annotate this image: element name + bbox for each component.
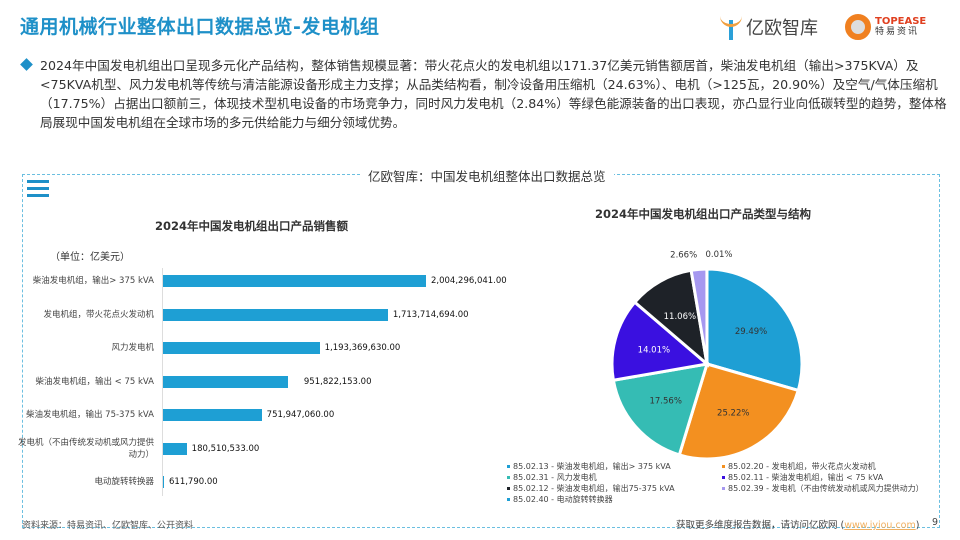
bar xyxy=(163,409,262,421)
bar-value-label: 951,822,153.00 xyxy=(303,376,372,387)
pie-slice xyxy=(611,362,710,457)
bar-value-label: 1,713,714,694.00 xyxy=(392,309,469,320)
iyiou-logo-text: 亿欧智库 xyxy=(746,18,818,39)
legend-item: 85.02.11 - 柴油发电机组，输出 < 75 kVA xyxy=(722,472,883,483)
more-info-text: 获取更多维度报告数据，请访问亿欧网 ( xyxy=(676,520,845,531)
bar xyxy=(163,476,164,488)
legend-label: 85.02.20 - 发电机组，带火花点火发动机 xyxy=(728,462,876,471)
bar-category-label: 发电机（不由传统发动机或风力提供动力） xyxy=(17,437,154,460)
page-number: 9 xyxy=(932,517,939,528)
bar-category-label: 发电机组，带火花点火发动机 xyxy=(43,309,154,320)
bar xyxy=(163,375,288,388)
pie-slice-label: 29.49% xyxy=(735,327,767,337)
pie-slice-label: 17.56% xyxy=(649,396,681,406)
pie-slice-label: 25.22% xyxy=(717,408,749,418)
bar xyxy=(163,275,426,287)
legend-item: 85.02.31 - 风力发电机 xyxy=(507,472,597,483)
legend-swatch xyxy=(507,476,510,479)
bar xyxy=(163,442,187,455)
topease-logo-en: TOPEASE xyxy=(875,16,927,27)
bar-category-label: 柴油发电机组，输出> 375 kVA xyxy=(32,276,154,286)
bar-category-label: 柴油发电机组，输出 75-375 kVA xyxy=(25,410,154,420)
diamond-bullet-icon xyxy=(20,58,33,71)
pie-slice-label: 0.01% xyxy=(705,250,732,260)
legend-swatch xyxy=(507,487,510,490)
pie-slice-label: 14.01% xyxy=(638,345,670,355)
legend-label: 85.02.11 - 柴油发电机组，输出 < 75 kVA xyxy=(728,473,884,482)
legend-label: 85.02.12 - 柴油发电机组，输出75-375 kVA xyxy=(513,484,675,493)
bar-chart-unit: （单位：亿美元） xyxy=(50,252,130,263)
more-info-suffix: ) xyxy=(915,520,920,531)
topease-logo: TOPEASE 特易资讯 xyxy=(845,14,926,40)
source-note: 资料来源：特易资讯、亿欧智库、公开资料 xyxy=(22,521,194,531)
pie-slice xyxy=(610,300,711,382)
legend-item: 85.02.39 - 发电机（不由传统发动机或风力提供动力） xyxy=(722,483,924,494)
legend-item: 85.02.13 - 柴油发电机组，输出> 375 kVA xyxy=(507,461,671,472)
bar-chart-axis xyxy=(162,268,163,496)
pie-chart: 29.49% 25.22% 17.56% 14.01% 11.06% 2.66% 0.01% xyxy=(610,250,804,460)
panel-title: 亿欧智库：中国发电机组整体出口数据总览 xyxy=(360,166,614,185)
summary-paragraph: 2024年中国发电机组出口呈现多元化产品结构，整体销售规模显著：带火花点火的发电… xyxy=(20,56,947,132)
bar-value-label: 180,510,533.00 xyxy=(191,443,260,454)
legend-item: 85.02.20 - 发电机组，带火花点火发动机 xyxy=(722,461,876,472)
pie-slice xyxy=(705,267,804,393)
topease-logo-icon xyxy=(845,14,871,40)
pie-slice xyxy=(677,362,801,460)
page-title: 通用机械行业整体出口数据总览-发电机组 xyxy=(20,16,380,38)
legend-label: 85.02.13 - 柴油发电机组，输出> 375 kVA xyxy=(513,462,671,471)
bar-value-label: 751,947,060.00 xyxy=(266,410,335,420)
bar-value-label: 611,790.00 xyxy=(169,477,218,487)
bar xyxy=(163,342,320,354)
bar xyxy=(163,308,388,321)
topease-logo-cn: 特易资讯 xyxy=(875,27,920,37)
bar-chart-title: 2024年中国发电机组出口产品销售额 xyxy=(155,219,349,233)
iyiou-logo-icon xyxy=(720,14,742,40)
legend-item: 85.02.40 - 电动旋转转换器 xyxy=(507,494,613,505)
pie-slice-label: 11.06% xyxy=(664,312,696,322)
bar-category-label: 风力发电机 xyxy=(111,343,154,353)
legend-swatch xyxy=(507,498,510,501)
bar-category-label: 电动旋转转换器 xyxy=(94,477,154,487)
list-icon xyxy=(27,180,49,198)
bar-value-label: 2,004,296,041.00 xyxy=(431,276,507,286)
legend-label: 85.02.39 - 发电机（不由传统发动机或风力提供动力） xyxy=(728,484,924,493)
iyiou-link[interactable]: www.iyiou.com xyxy=(844,520,916,531)
iyiou-logo: 亿欧智库 xyxy=(720,14,818,40)
more-info: 获取更多维度报告数据，请访问亿欧网 (www.iyiou.com) xyxy=(676,517,919,531)
legend-item: 85.02.12 - 柴油发电机组，输出75-375 kVA xyxy=(507,483,675,494)
legend-swatch xyxy=(722,487,725,490)
bar-category-label: 柴油发电机组，输出 < 75 kVA xyxy=(35,376,154,387)
legend-swatch xyxy=(507,465,510,468)
legend-label: 85.02.40 - 电动旋转转换器 xyxy=(513,495,613,504)
legend-label: 85.02.31 - 风力发电机 xyxy=(513,473,597,482)
legend-swatch xyxy=(722,476,725,479)
legend-swatch xyxy=(722,465,725,468)
bar-value-label: 1,193,369,630.00 xyxy=(324,343,401,353)
pie-chart-title: 2024年中国发电机组出口产品类型与结构 xyxy=(595,207,812,221)
summary-text: 2024年中国发电机组出口呈现多元化产品结构，整体销售规模显著：带火花点火的发电… xyxy=(40,58,947,130)
pie-slice-label: 2.66% xyxy=(670,250,697,260)
